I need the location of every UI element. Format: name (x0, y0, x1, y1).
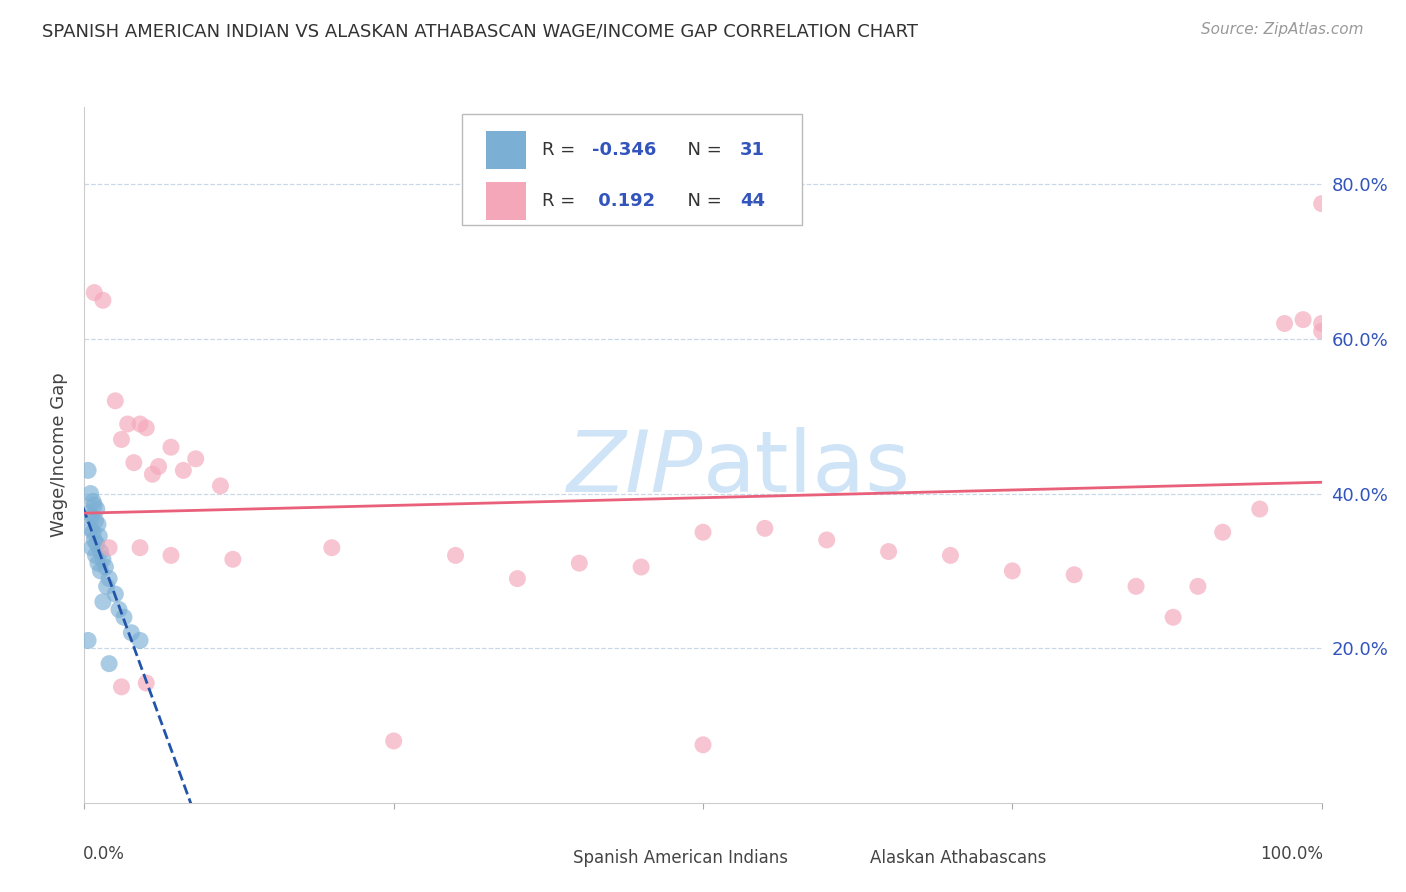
Point (91, 552, 114, 566)
Point (1212, 525, 1234, 540)
Point (754, 521, 776, 535)
Point (98, 572, 121, 586)
Point (1125, 579, 1147, 593)
Point (87, 556, 110, 570)
Point (89, 529, 111, 543)
Text: R =: R = (543, 192, 586, 210)
Point (141, 467, 163, 482)
Point (172, 463, 194, 477)
Point (79, 506, 101, 520)
Point (110, 433, 132, 447)
Point (83, 285, 105, 300)
Text: R =: R = (543, 141, 581, 159)
Point (104, 587, 127, 601)
Point (82, 494, 104, 508)
Point (89, 564, 111, 578)
Point (112, 610, 135, 624)
Point (83, 533, 105, 547)
Point (120, 625, 142, 640)
Point (1274, 317, 1296, 331)
Point (91, 293, 114, 308)
Point (89, 544, 111, 558)
Text: atlas: atlas (703, 427, 911, 510)
Point (110, 680, 132, 694)
Point (939, 549, 962, 563)
Point (1001, 564, 1024, 578)
Text: ZIP: ZIP (567, 427, 703, 510)
Text: 0.192: 0.192 (592, 192, 655, 210)
Text: N =: N = (676, 141, 727, 159)
Bar (486, 131, 526, 169)
Point (86, 502, 108, 516)
Text: 31: 31 (740, 141, 765, 159)
Point (82, 525, 104, 540)
Text: Alaskan Athabascans: Alaskan Athabascans (870, 849, 1046, 867)
Point (79, 486, 101, 500)
Point (222, 552, 245, 566)
Point (104, 393, 127, 408)
Point (815, 533, 838, 547)
Point (1310, 196, 1333, 211)
Point (630, 560, 652, 574)
Point (87, 517, 110, 532)
Point (77, 633, 100, 648)
Point (108, 602, 131, 616)
Point (129, 417, 152, 431)
Point (382, 734, 405, 748)
Bar (530, 845, 564, 876)
Point (321, 541, 343, 555)
Point (117, 417, 139, 431)
Text: N =: N = (676, 192, 727, 210)
Point (877, 544, 900, 558)
Point (160, 440, 183, 454)
Point (122, 456, 145, 470)
Point (148, 459, 170, 474)
Point (692, 738, 714, 752)
Point (129, 541, 152, 555)
Point (84, 514, 107, 528)
Point (1249, 502, 1271, 516)
Point (1161, 610, 1184, 624)
Text: -0.346: -0.346 (592, 141, 657, 159)
Point (135, 676, 157, 690)
Point (79, 521, 101, 535)
Text: 100.0%: 100.0% (1260, 845, 1323, 863)
Point (506, 572, 529, 586)
Text: Spanish American Indians: Spanish American Indians (574, 849, 789, 867)
Point (1310, 324, 1333, 338)
Point (94, 560, 117, 574)
Point (160, 549, 183, 563)
Point (1310, 317, 1333, 331)
Point (1292, 312, 1315, 326)
Bar (486, 182, 526, 220)
Text: 44: 44 (740, 192, 765, 210)
Text: Source: ZipAtlas.com: Source: ZipAtlas.com (1201, 22, 1364, 37)
Point (86, 537, 108, 551)
Text: SPANISH AMERICAN INDIAN VS ALASKAN ATHABASCAN WAGE/INCOME GAP CORRELATION CHART: SPANISH AMERICAN INDIAN VS ALASKAN ATHAB… (42, 22, 918, 40)
Point (83, 498, 105, 512)
Point (184, 451, 207, 466)
Point (209, 479, 232, 493)
FancyBboxPatch shape (461, 114, 801, 226)
Point (135, 421, 157, 435)
Point (1187, 579, 1209, 593)
Point (77, 463, 100, 477)
Point (692, 525, 714, 540)
Point (91, 595, 114, 609)
Point (84, 549, 107, 563)
Text: 0.0%: 0.0% (83, 845, 125, 863)
Point (1063, 567, 1085, 582)
Point (98, 541, 121, 555)
Point (80, 541, 103, 555)
Point (444, 549, 467, 563)
Bar (827, 845, 862, 876)
Point (80, 509, 103, 524)
Point (96, 579, 118, 593)
Point (568, 556, 591, 570)
Point (98, 657, 121, 671)
Y-axis label: Wage/Income Gap: Wage/Income Gap (51, 373, 69, 537)
Point (129, 633, 152, 648)
